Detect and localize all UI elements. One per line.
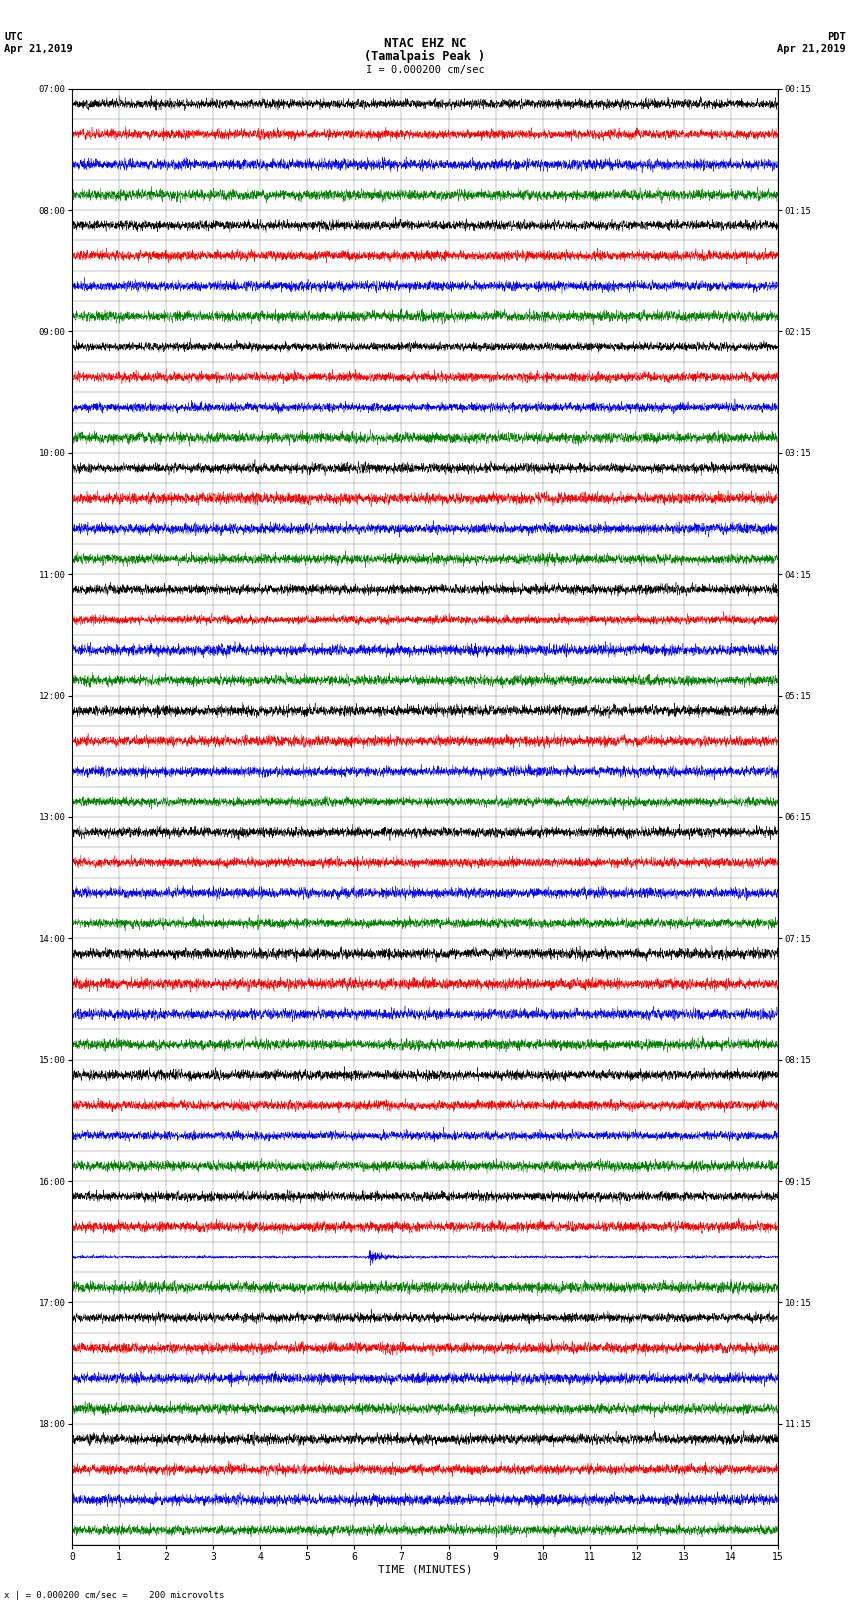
Text: NTAC EHZ NC: NTAC EHZ NC bbox=[383, 37, 467, 50]
Text: (Tamalpais Peak ): (Tamalpais Peak ) bbox=[365, 50, 485, 63]
X-axis label: TIME (MINUTES): TIME (MINUTES) bbox=[377, 1565, 473, 1574]
Text: I = 0.000200 cm/sec: I = 0.000200 cm/sec bbox=[366, 65, 484, 74]
Text: x | = 0.000200 cm/sec =    200 microvolts: x | = 0.000200 cm/sec = 200 microvolts bbox=[4, 1590, 224, 1600]
Text: UTC
Apr 21,2019: UTC Apr 21,2019 bbox=[4, 32, 73, 53]
Text: PDT
Apr 21,2019: PDT Apr 21,2019 bbox=[777, 32, 846, 53]
